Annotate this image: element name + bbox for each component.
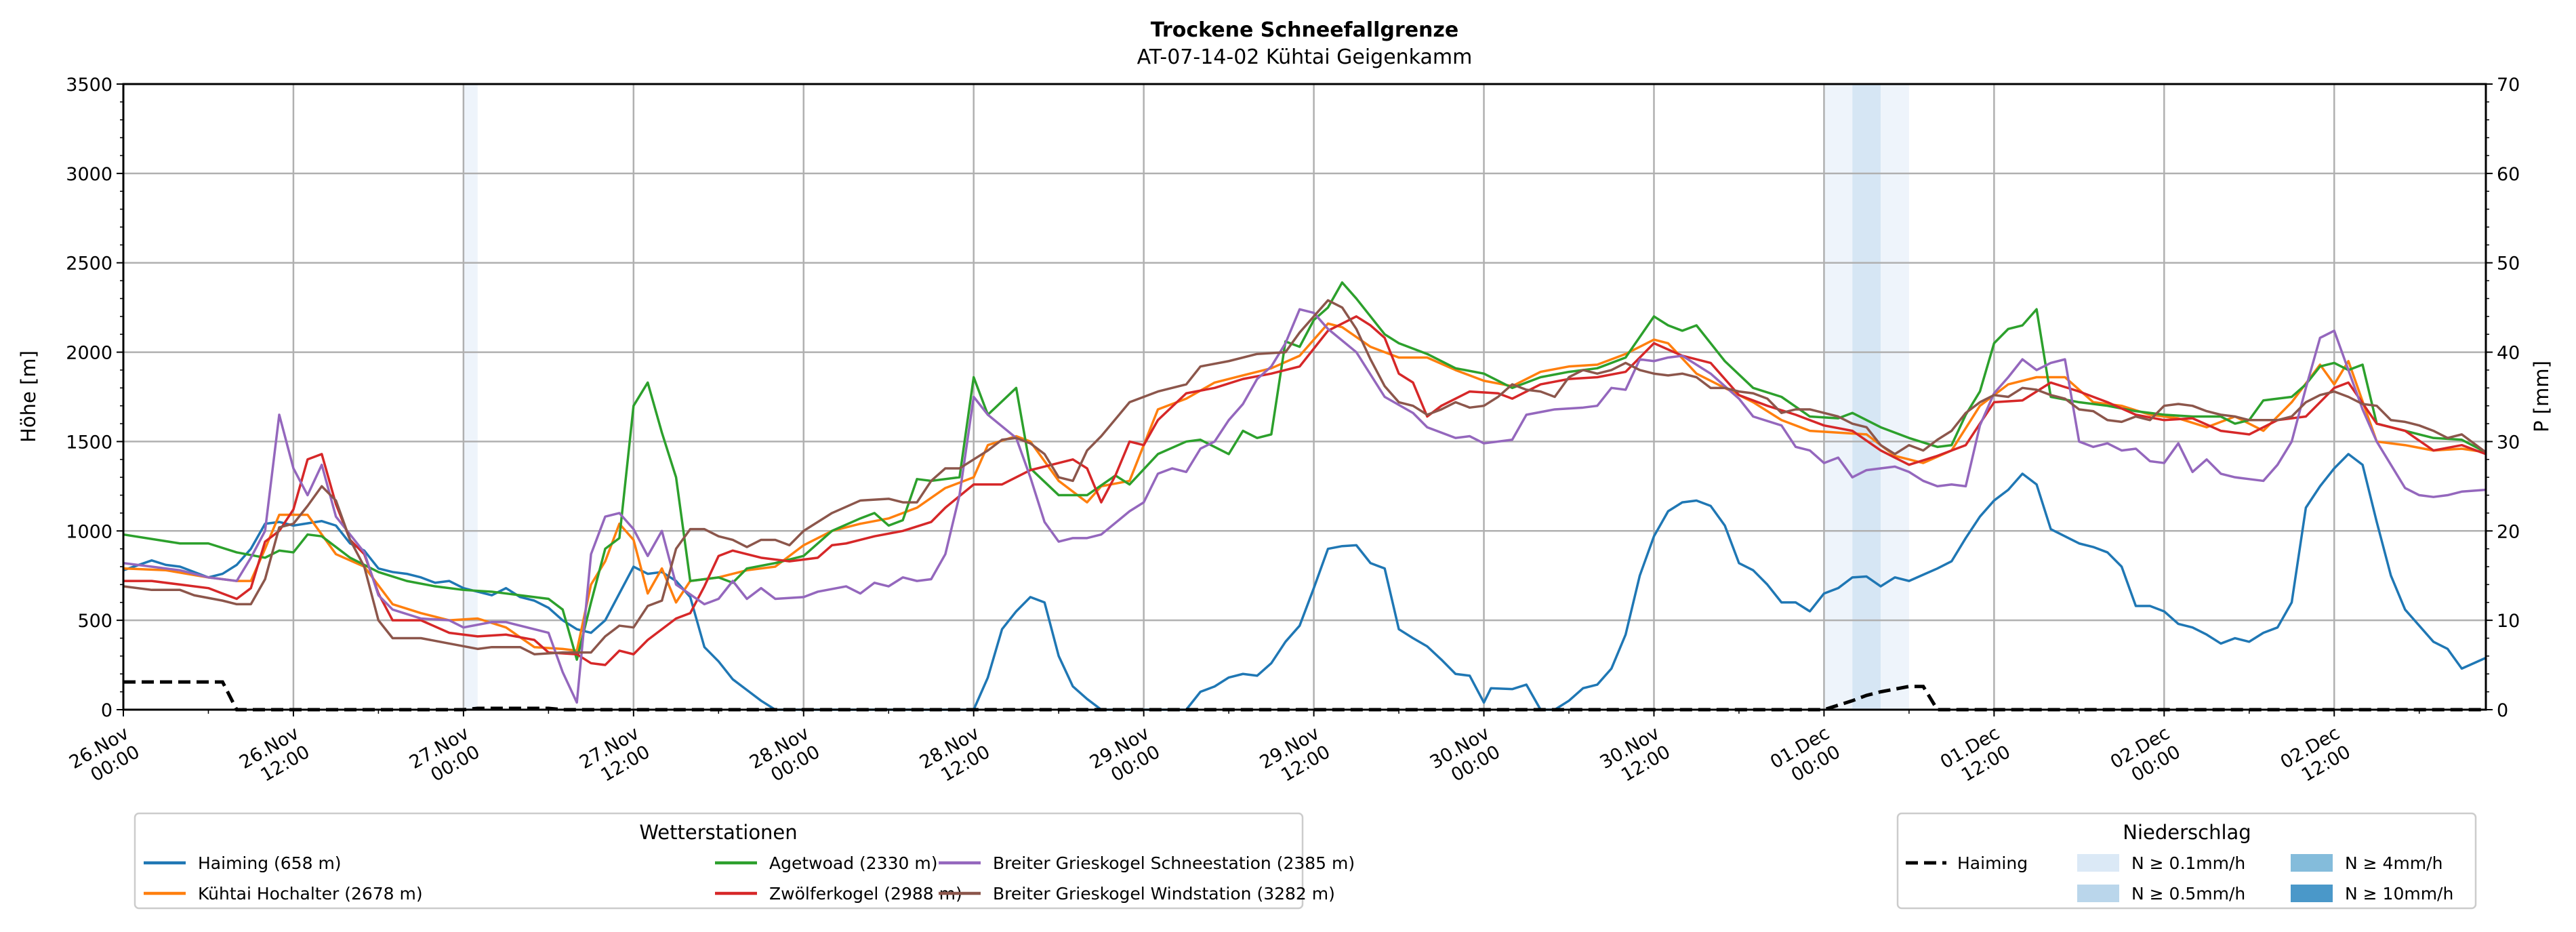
x-tick-label: 28.Nov00:00 [746,723,823,792]
axes: 0 500 1000 1500 2000 2500 3000 3500 0 10 20 30 40 50 6… [66,75,2520,792]
x-tick-label: 26.Nov00:00 [66,723,143,792]
x-tick-label: 01.Dec12:00 [1937,723,2014,792]
x-tick-label: 29.Nov12:00 [1256,723,1334,792]
legend-label: N ≥ 4mm/h [2345,853,2442,873]
x-tick-label: 27.Nov00:00 [406,723,483,792]
precip-bands [463,84,1909,710]
y2-tick-label: 20 [2497,521,2520,542]
series-line [123,322,2487,652]
x-tick-label: 28.Nov12:00 [916,723,994,792]
x-tick-label: 02.Dec12:00 [2277,723,2354,792]
legend-label: Haiming (658 m) [198,853,342,873]
legend-label: Breiter Grieskogel Schneestation (2385 m… [993,853,1355,873]
series-line [123,299,2487,655]
legend-swatch [2291,885,2333,902]
y2-tick-label: 10 [2497,611,2520,632]
precip-line [123,680,2486,712]
legend-swatch [2291,854,2333,872]
y-tick-label: 1500 [66,432,113,453]
precip-band [1881,84,1909,710]
series-lines [123,281,2487,712]
stations-legend: Wetterstationen Haiming (658 m) Kühtai Ho… [134,812,1355,910]
y-axis-label: Höhe [m] [17,350,40,443]
legend-label: N ≥ 10mm/h [2345,884,2453,904]
x-tick-label: 02.Dec00:00 [2107,723,2184,792]
legend-label: Zwölferkogel (2988 m) [769,884,962,904]
y-tick-label: 3000 [66,164,113,185]
y2-tick-label: 70 [2497,75,2520,96]
y-tick-label: 0 [101,700,113,721]
legend-label: Agetwoad (2330 m) [769,853,937,873]
legend-label: Breiter Grieskogel Windstation (3282 m) [993,884,1335,904]
x-tick-label: 29.Nov00:00 [1086,723,1164,792]
precip-band [1824,84,1853,710]
legend-label: Haiming [1957,853,2028,873]
series-line [123,453,2487,711]
y-tick-label: 2000 [66,343,113,364]
x-tick-label: 30.Nov12:00 [1597,723,1674,792]
legend-label: N ≥ 0.1mm/h [2131,853,2245,873]
legend-label: Kühtai Hochalter (2678 m) [198,884,423,904]
y-tick-label: 3500 [66,75,113,96]
x-tick-label: 26.Nov12:00 [236,723,313,792]
series-line [123,281,2487,661]
y2-tick-label: 50 [2497,254,2520,275]
y-tick-label: 1000 [66,521,113,542]
y2-tick-label: 60 [2497,164,2520,185]
y2-axis-label: P [mm] [2530,361,2553,432]
y-tick-label: 500 [77,611,113,632]
precip-legend-title: Niederschlag [2123,821,2251,844]
precip-legend: Niederschlag Haiming N ≥ 0.1mm/h N ≥ 0.5mm… [1896,812,2477,910]
series-line [123,315,2487,666]
chart-subtitle: AT-07-14-02 Kühtai Geigenkamm [1137,45,1473,69]
chart-title: Trockene Schneefallgrenze [1151,18,1458,42]
series-line [123,308,2487,704]
x-tick-label: 30.Nov00:00 [1427,723,1504,792]
x-tick-label: 01.Dec00:00 [1767,723,1844,792]
y2-tick-label: 30 [2497,432,2520,453]
legend-swatch [2077,854,2119,872]
y2-tick-label: 40 [2497,343,2520,364]
precip-band [463,84,478,710]
y-tick-label: 2500 [66,254,113,275]
x-tick-label: 27.Nov12:00 [576,723,653,792]
y2-tick-label: 0 [2497,700,2508,721]
legend-label: N ≥ 0.5mm/h [2131,884,2245,904]
plot-frame [122,83,2487,711]
stations-legend-title: Wetterstationen [639,821,797,844]
legend-swatch [2077,885,2119,902]
precip-band [1852,84,1881,710]
